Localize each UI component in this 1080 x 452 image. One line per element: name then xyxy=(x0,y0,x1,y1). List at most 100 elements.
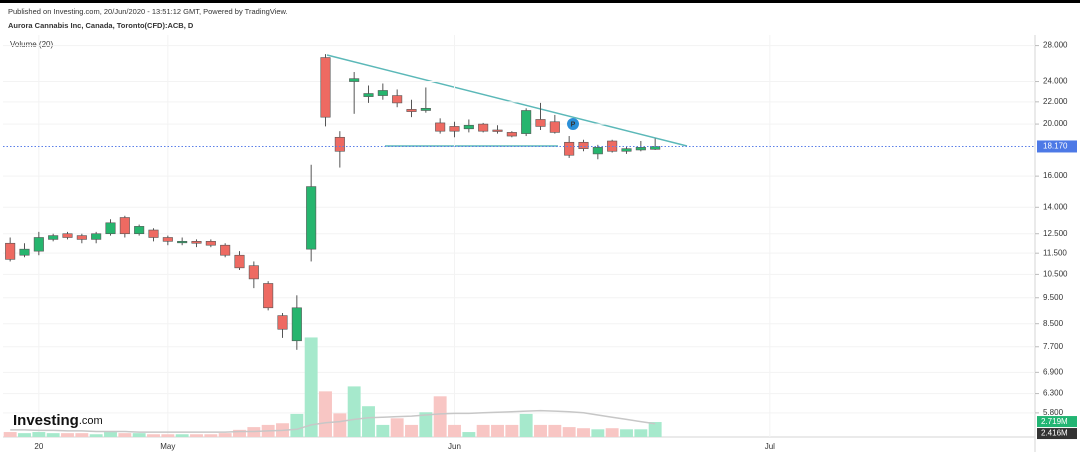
candle-body xyxy=(220,244,231,256)
volume-bar xyxy=(476,424,490,437)
candle-body xyxy=(76,235,87,240)
top-bar xyxy=(0,0,1080,3)
y-tick-label: 28.000 xyxy=(1043,41,1068,50)
candle-body xyxy=(549,121,560,133)
volume-last-box xyxy=(1037,416,1077,428)
volume-bar xyxy=(448,424,461,437)
volume-bar xyxy=(620,429,633,437)
candle-body xyxy=(420,107,431,111)
volume-bar xyxy=(347,386,361,437)
symbol-title: Aurora Cannabis Inc, Canada, Toronto(CFD… xyxy=(8,21,194,30)
candle-body xyxy=(277,315,288,330)
candle-body xyxy=(578,141,589,149)
volume-bar xyxy=(491,424,504,437)
annotation-marker xyxy=(567,118,579,130)
volume-bar xyxy=(319,391,332,437)
volume-bar xyxy=(577,428,590,437)
y-tick-label: 14.000 xyxy=(1043,202,1068,211)
annotation-text: P xyxy=(571,121,576,128)
volume-bar xyxy=(362,406,375,437)
volume-bar xyxy=(405,424,418,437)
volume-bar xyxy=(433,396,447,437)
volume-bar xyxy=(233,429,246,437)
trend-line xyxy=(326,54,688,147)
volume-bar xyxy=(104,432,117,437)
volume-bar xyxy=(190,434,203,437)
candle-body xyxy=(478,123,489,132)
volume-bar xyxy=(204,434,218,437)
candle-body xyxy=(191,241,202,244)
volume-bar xyxy=(648,422,662,437)
candle-body xyxy=(535,119,546,127)
volume-bar xyxy=(132,433,146,437)
candle-body xyxy=(119,217,130,235)
volume-last-label: 2.719M xyxy=(1041,417,1068,426)
candle-body xyxy=(592,147,603,155)
volume-bar xyxy=(175,434,189,437)
volume-bar xyxy=(562,427,576,437)
y-tick-label: 12.500 xyxy=(1043,229,1068,238)
logo: Investing.com xyxy=(13,412,103,429)
volume-ma-line xyxy=(10,409,656,433)
last-price-box xyxy=(1037,140,1077,153)
candle-body xyxy=(492,129,503,132)
candle-body xyxy=(148,229,159,238)
volume-bar xyxy=(333,413,347,437)
volume-bar xyxy=(32,432,46,437)
candle-body xyxy=(177,241,188,244)
candle-body xyxy=(363,93,374,97)
volume-bar xyxy=(218,433,232,437)
candle-body xyxy=(564,141,575,156)
candle-body xyxy=(463,124,474,130)
published-note: Published on Investing.com, 20/Jun/2020 … xyxy=(8,7,288,16)
candle-body xyxy=(62,233,73,238)
candle-body xyxy=(263,283,274,309)
volume-bar xyxy=(161,434,175,437)
volume-bar xyxy=(605,428,619,437)
volume-label: Volume (20) xyxy=(10,40,53,49)
y-tick-label: 22.000 xyxy=(1043,97,1068,106)
volume-bar xyxy=(290,413,304,437)
logo-brand: Investing xyxy=(13,412,79,429)
volume-ma-label: 2.416M xyxy=(1041,429,1068,438)
volume-bar xyxy=(634,429,648,437)
candle-body xyxy=(449,126,460,132)
volume-bar xyxy=(61,433,74,437)
candle-body xyxy=(134,226,145,235)
volume-bar xyxy=(519,413,533,437)
volume-bar xyxy=(18,433,31,437)
candle-body xyxy=(320,57,331,118)
y-tick-label: 8.500 xyxy=(1043,319,1064,328)
candle-body xyxy=(349,78,360,82)
x-tick-label: Jul xyxy=(765,442,775,451)
candle-body xyxy=(5,242,16,260)
y-tick-label: 5.800 xyxy=(1043,408,1064,417)
candle-body xyxy=(377,90,388,96)
volume-bar xyxy=(89,434,103,437)
x-tick-label: Jun xyxy=(448,442,461,451)
y-tick-label: 11.500 xyxy=(1043,248,1067,257)
candle-body xyxy=(248,265,259,280)
volume-bar xyxy=(118,433,132,437)
y-tick-label: 9.500 xyxy=(1043,293,1064,302)
volume-bar xyxy=(390,418,404,437)
candle-body xyxy=(91,233,102,240)
candle-body xyxy=(635,147,646,151)
candle-body xyxy=(205,241,216,246)
candle-body xyxy=(392,95,403,104)
volume-bar xyxy=(75,433,89,437)
candle-body xyxy=(306,186,317,250)
plot: 28.000 24.000 22.000 20.000 16.000 14.000 12.5… xyxy=(3,35,1068,451)
y-tick-label: 7.700 xyxy=(1043,342,1064,351)
candle-body xyxy=(621,148,632,152)
volume-ma-box xyxy=(1037,428,1077,440)
volume-bar xyxy=(534,424,547,437)
volume-bar xyxy=(548,424,562,437)
candle-body xyxy=(105,222,116,235)
candle-body xyxy=(291,307,302,342)
candle-body xyxy=(162,237,173,242)
volume-bar xyxy=(376,424,390,437)
y-tick-label: 6.900 xyxy=(1043,367,1064,376)
candle-body xyxy=(48,235,59,240)
